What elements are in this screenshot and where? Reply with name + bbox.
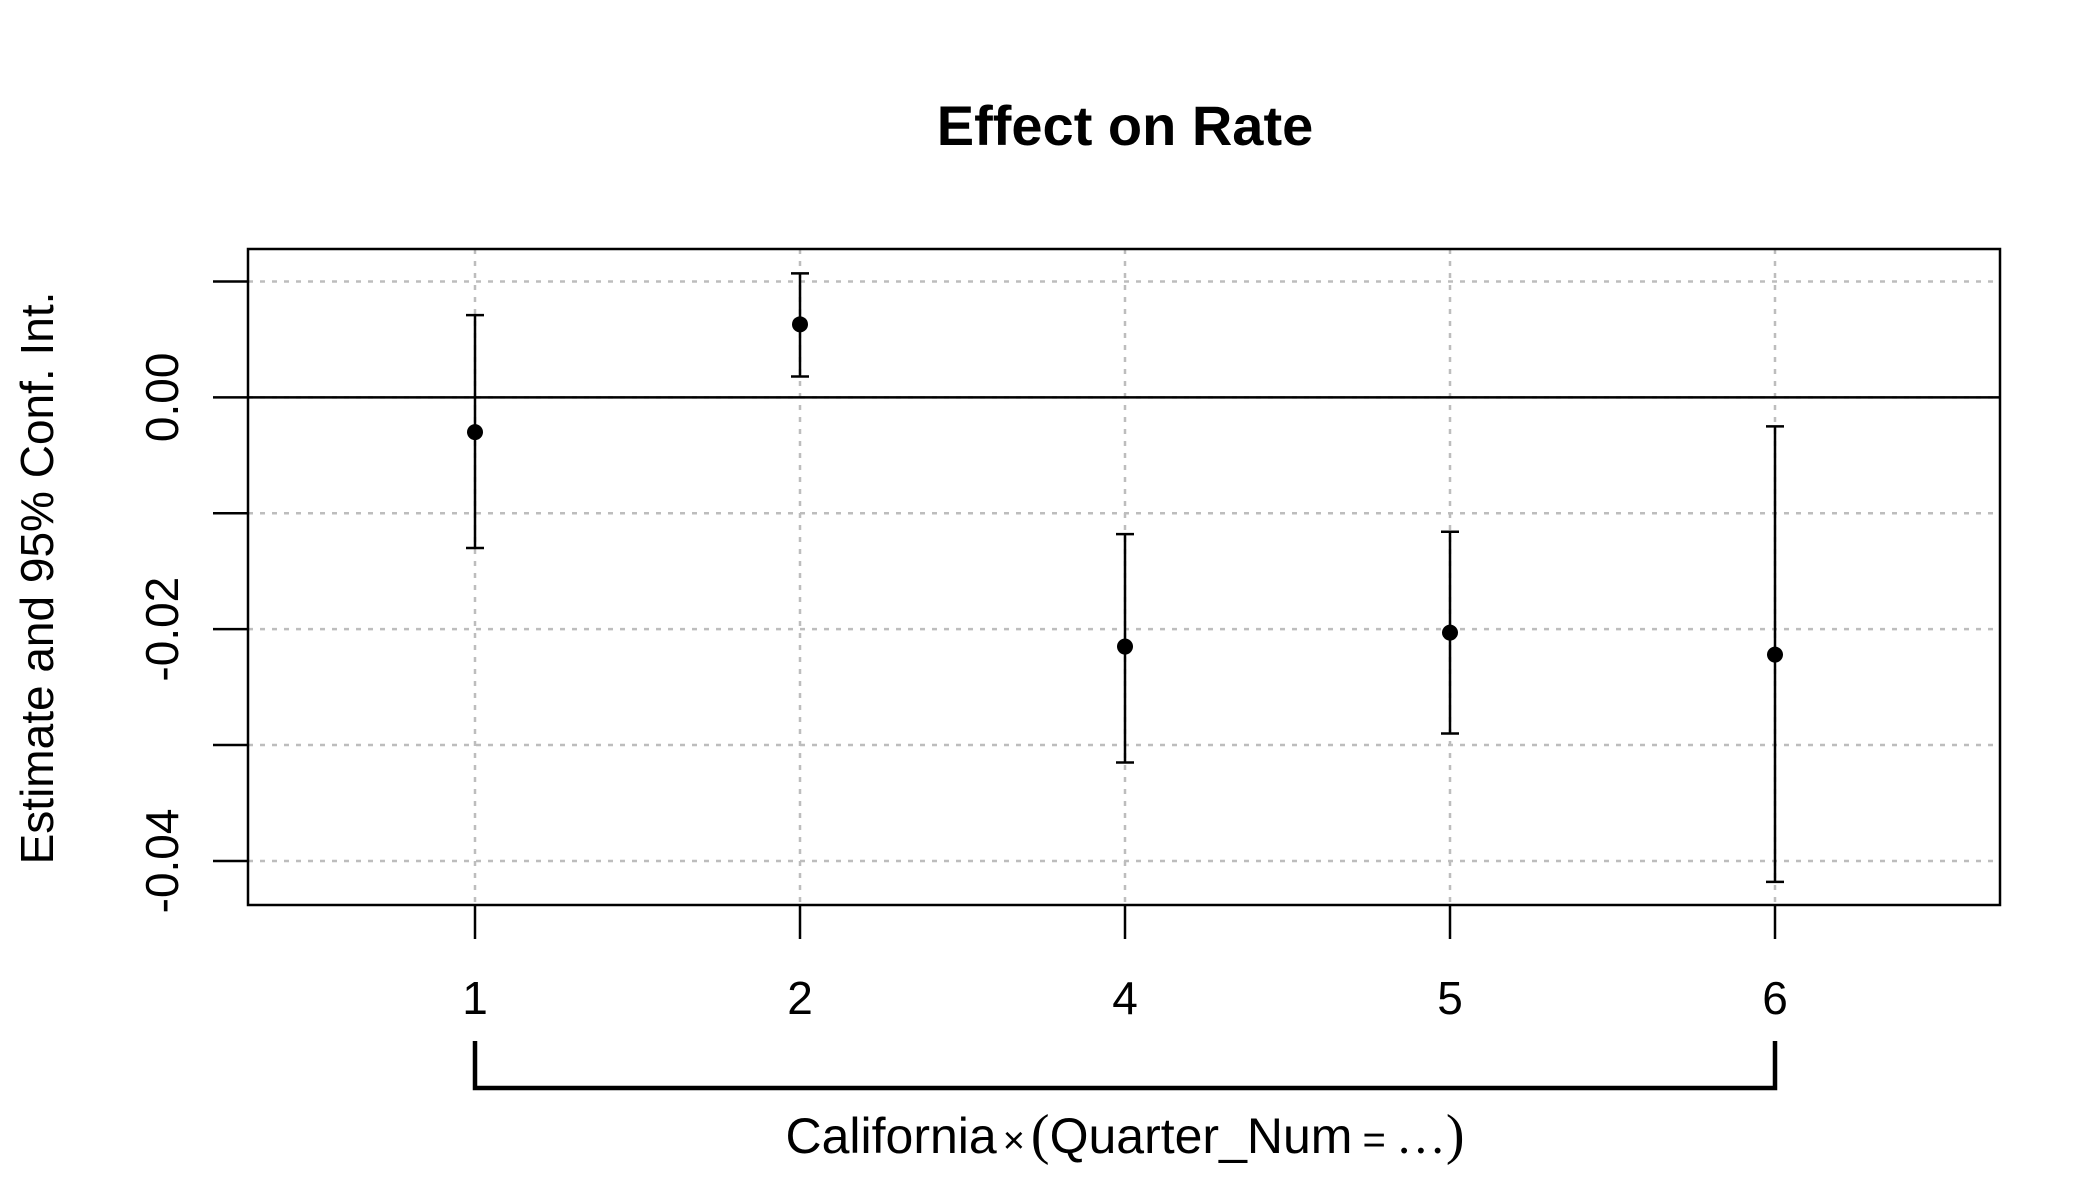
x-tick-label: 1 [462,972,488,1024]
x-group-open-paren: ( [1031,1104,1050,1166]
x-group-ellipsis: … [1396,1108,1446,1164]
x-tick-label: 6 [1762,972,1788,1024]
y-tick-label: -0.04 [136,809,188,914]
chart-title: Effect on Rate [937,94,1314,157]
x-axis: 1 2 4 5 6 [462,905,1788,1024]
y-axis-label: Estimate and 95% Conf. Int. [11,292,63,865]
x-group-label: California × (Quarter_Num =…) [786,1104,1465,1166]
estimate-point [467,424,483,441]
y-tick-label: -0.02 [136,577,188,682]
x-group-bracket [472,1041,1778,1091]
x-tick-label: 2 [787,972,813,1024]
estimate-point [1767,646,1783,663]
x-group-variable: Quarter_Num [1050,1108,1353,1164]
estimates [466,272,1784,884]
x-tick-label: 4 [1112,972,1138,1024]
y-axis: 0.00 -0.02 -0.04 [136,280,248,914]
x-group-prefix: California [786,1108,997,1164]
estimate-point [1442,624,1458,641]
x-group-close-paren: ) [1446,1104,1465,1166]
estimate-point [1117,638,1133,655]
y-tick-label: 0.00 [136,353,188,443]
x-tick-label: 5 [1437,972,1463,1024]
x-group-equals: = [1362,1118,1385,1162]
estimate-point [792,316,808,333]
x-group-operator: × [1003,1120,1025,1162]
